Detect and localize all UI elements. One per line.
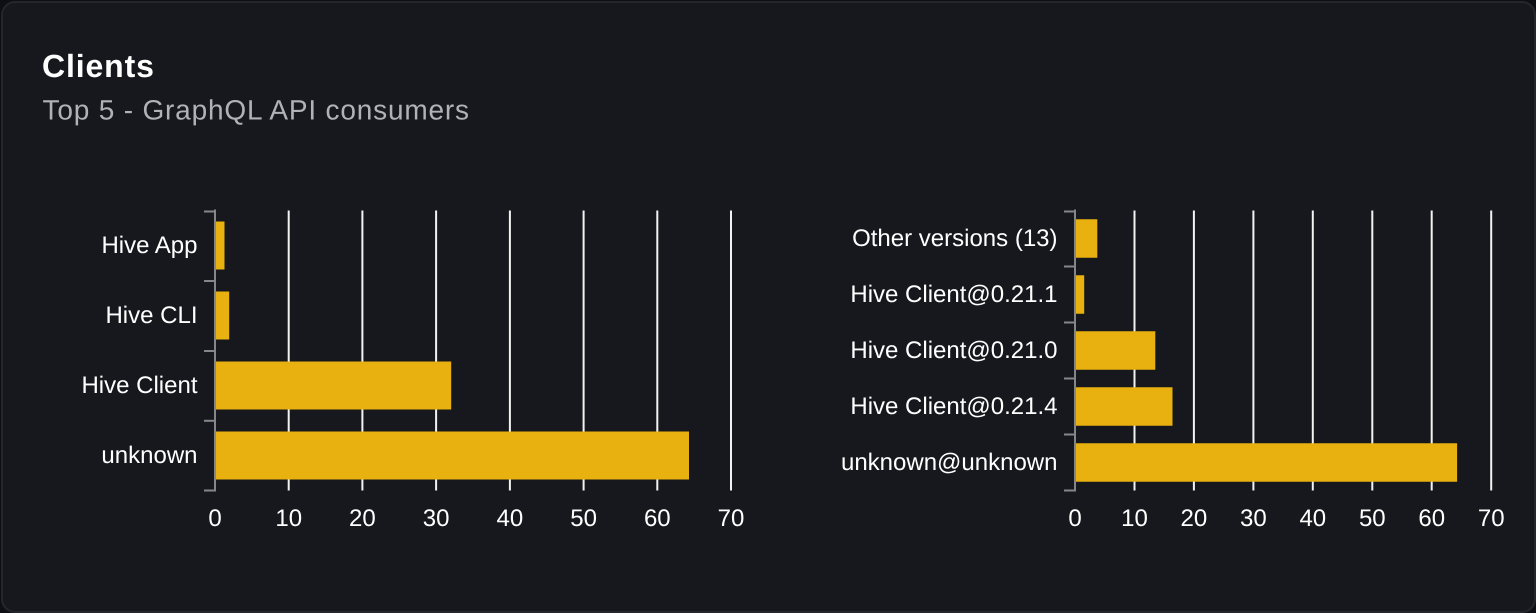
- svg-text:70: 70: [718, 505, 745, 532]
- svg-text:Hive Client@0.21.0: Hive Client@0.21.0: [850, 337, 1057, 364]
- svg-text:Hive Client: Hive Client: [81, 372, 197, 399]
- svg-text:0: 0: [1068, 505, 1081, 532]
- svg-text:30: 30: [1240, 505, 1267, 532]
- svg-text:Hive CLI: Hive CLI: [105, 302, 197, 329]
- svg-text:40: 40: [497, 505, 524, 532]
- svg-text:Hive Client@0.21.4: Hive Client@0.21.4: [850, 393, 1057, 420]
- svg-text:50: 50: [570, 505, 597, 532]
- svg-text:60: 60: [1418, 505, 1445, 532]
- svg-text:10: 10: [275, 505, 302, 532]
- svg-text:unknown: unknown: [101, 442, 197, 469]
- svg-text:unknown@unknown: unknown@unknown: [841, 449, 1058, 476]
- svg-text:Hive App: Hive App: [101, 232, 197, 259]
- svg-text:50: 50: [1359, 505, 1386, 532]
- svg-text:Top 5 - GraphQL API consumers: Top 5 - GraphQL API consumers: [43, 95, 470, 126]
- svg-text:Hive Client@0.21.1: Hive Client@0.21.1: [850, 281, 1057, 308]
- svg-text:40: 40: [1299, 505, 1326, 532]
- svg-text:20: 20: [349, 505, 376, 532]
- svg-text:0: 0: [208, 505, 221, 532]
- svg-text:Other versions (13): Other versions (13): [852, 225, 1057, 252]
- svg-text:10: 10: [1121, 505, 1148, 532]
- svg-text:60: 60: [644, 505, 671, 532]
- svg-text:30: 30: [423, 505, 450, 532]
- svg-text:70: 70: [1478, 505, 1505, 532]
- svg-text:Clients: Clients: [42, 48, 155, 84]
- svg-text:20: 20: [1181, 505, 1208, 532]
